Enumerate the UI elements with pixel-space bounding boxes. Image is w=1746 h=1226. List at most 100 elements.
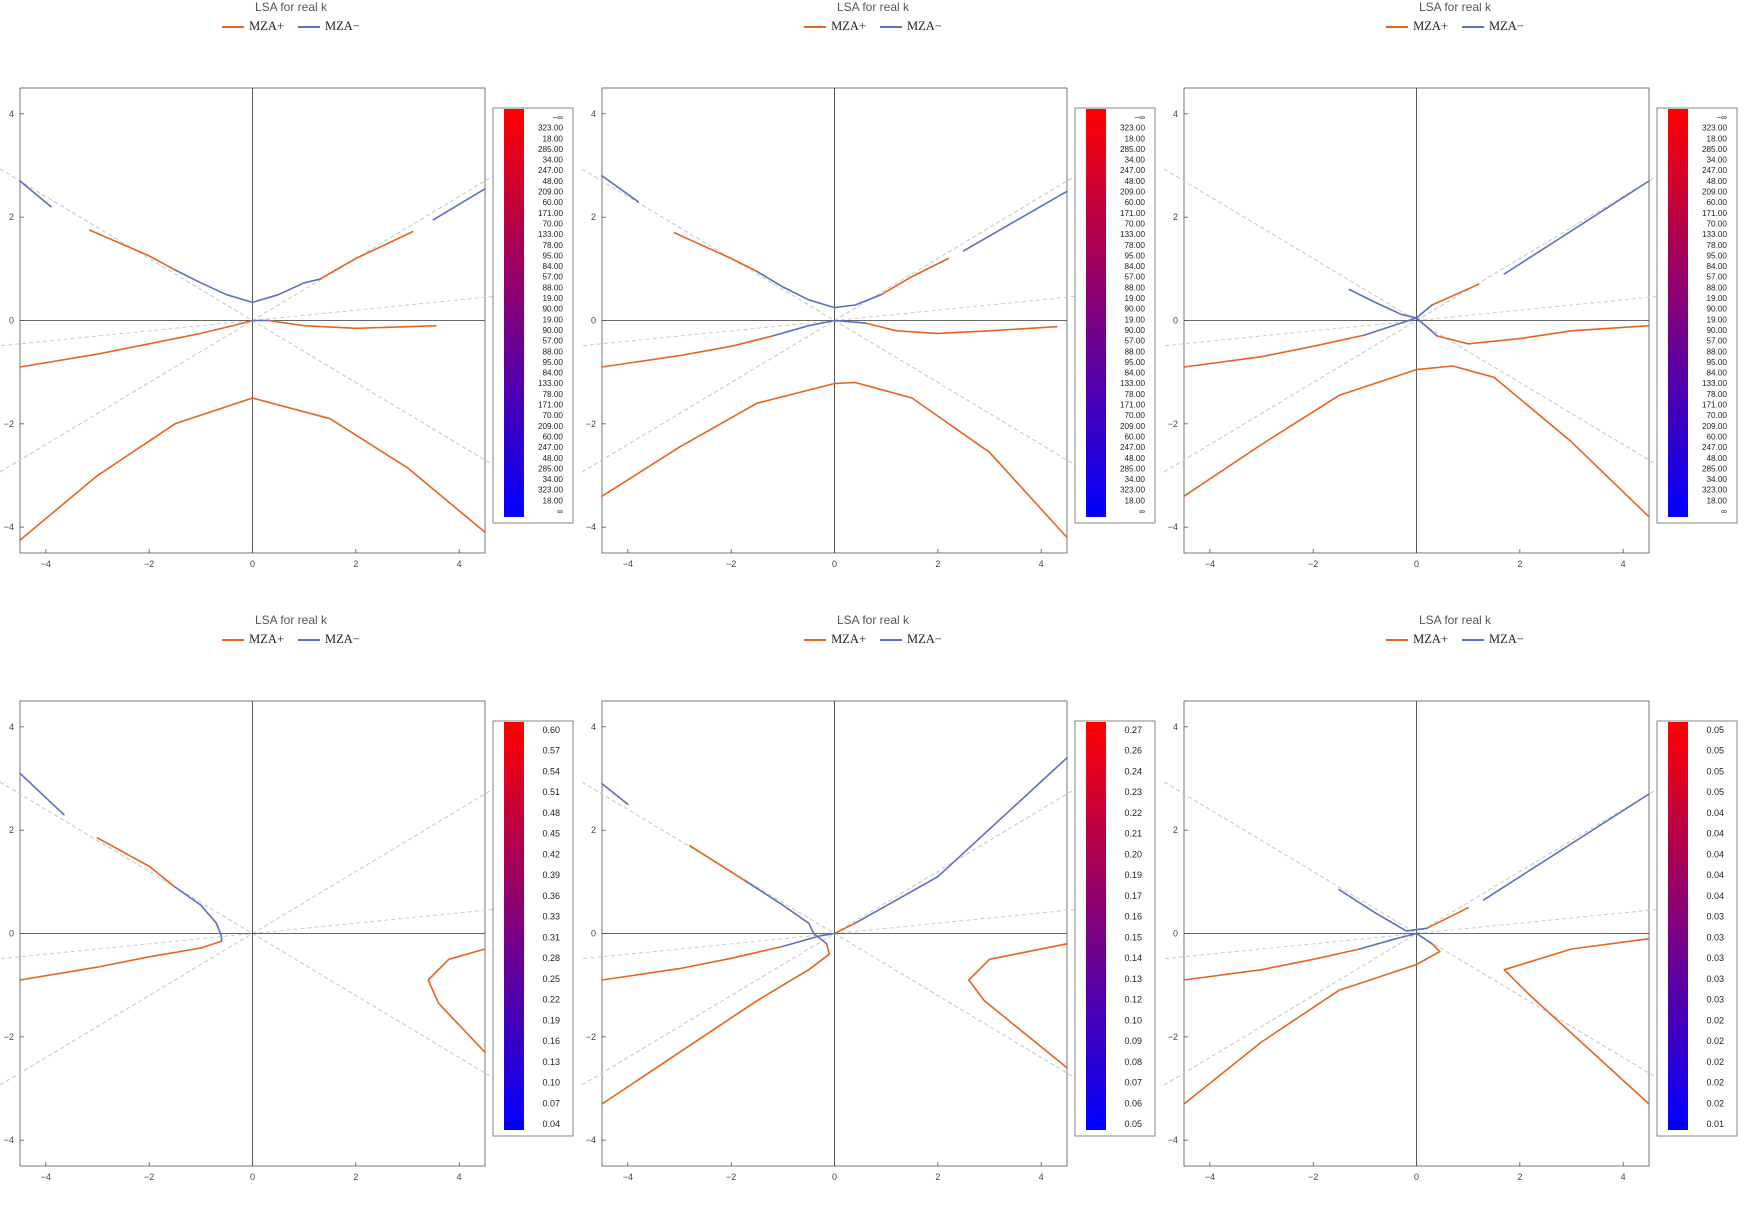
colorbar-tick-label: 247.00 bbox=[1120, 166, 1145, 175]
y-tick-label: 0 bbox=[9, 929, 14, 939]
colorbar-tick-label: 323.00 bbox=[1120, 486, 1145, 495]
colorbar-tick-label: 90.00 bbox=[1125, 305, 1146, 314]
series-line-mza-minus bbox=[174, 886, 223, 943]
series-line-mza-minus bbox=[1338, 888, 1428, 932]
colorbar-tick-label: 209.00 bbox=[1702, 422, 1727, 431]
colorbar-tick-label: 0.24 bbox=[1124, 766, 1142, 776]
series-line-mza-minus bbox=[771, 319, 867, 337]
legend-item: MZA− bbox=[1462, 632, 1524, 647]
legend-swatch bbox=[1462, 25, 1484, 28]
colorbar-tick-label: 34.00 bbox=[543, 156, 564, 165]
colorbar-tick-label: 0.31 bbox=[542, 932, 560, 942]
colorbar-tick-label: 19.00 bbox=[543, 294, 564, 303]
series-line-mza-plus bbox=[833, 922, 856, 935]
legend-label: MZA− bbox=[1489, 19, 1524, 33]
legend-item: MZA+ bbox=[222, 632, 284, 647]
colorbar-tick-label: 0.04 bbox=[1706, 891, 1724, 901]
y-tick-label: 4 bbox=[9, 722, 14, 732]
x-tick-label: −2 bbox=[144, 1172, 154, 1182]
colorbar-tick-label: 84.00 bbox=[543, 262, 564, 271]
series-line-mza-plus bbox=[968, 943, 1068, 1069]
colorbar-tick-label: 0.22 bbox=[542, 995, 560, 1005]
x-tick-label: 0 bbox=[1414, 559, 1419, 569]
legend-item: MZA− bbox=[298, 632, 360, 647]
y-tick-label: −4 bbox=[4, 522, 14, 532]
chart-legend: MZA+ MZA− bbox=[1164, 632, 1746, 647]
colorbar-tick-label: 18.00 bbox=[543, 134, 564, 143]
plot-svg: −4 4 −2 2 0 0 2 −2 4 −4 0.05 0.05 0.05 0.05 0.04 0.04 0.… bbox=[1164, 700, 1738, 1182]
colorbar-tick-label: 48.00 bbox=[543, 177, 564, 186]
colorbar-tick-label: 88.00 bbox=[543, 347, 564, 356]
series-line-mza-plus bbox=[1183, 334, 1366, 368]
chart-panel: LSA for real k MZA+ MZA− −4 4 −2 2 0 0 2 −2 4 −4 −∞ 32… bbox=[0, 0, 582, 613]
y-tick-label: 2 bbox=[591, 825, 596, 835]
colorbar-tick-label: 323.00 bbox=[538, 124, 563, 133]
x-tick-label: −4 bbox=[41, 559, 51, 569]
x-tick-label: 0 bbox=[1414, 1172, 1419, 1182]
chart-panel: LSA for real k MZA+ MZA− −4 4 −2 2 0 0 2 −2 4 −4 0.27… bbox=[582, 613, 1164, 1226]
colorbar-tick-label: 0.05 bbox=[1706, 725, 1724, 735]
legend-label: MZA+ bbox=[249, 632, 284, 646]
colorbar-tick-label: 0.42 bbox=[542, 849, 560, 859]
colorbar-tick-label: 88.00 bbox=[1707, 283, 1728, 292]
x-tick-label: 4 bbox=[457, 559, 462, 569]
colorbar-tick-label: 57.00 bbox=[543, 337, 564, 346]
x-tick-label: 4 bbox=[1039, 1172, 1044, 1182]
chart-panel: LSA for real k MZA+ MZA− −4 4 −2 2 0 0 2 −2 4 −4 0.05… bbox=[1164, 613, 1746, 1226]
colorbar-tick-label: 209.00 bbox=[1702, 188, 1727, 197]
legend-item: MZA+ bbox=[1386, 19, 1448, 34]
series-line-mza-plus bbox=[19, 319, 254, 368]
y-tick-label: 0 bbox=[591, 929, 596, 939]
colorbar-tick-label: 247.00 bbox=[538, 443, 563, 452]
colorbar-tick-label: 18.00 bbox=[543, 496, 564, 505]
colorbar-tick-label: 0.20 bbox=[1124, 849, 1142, 859]
colorbar-tick-label: 0.14 bbox=[1124, 953, 1142, 963]
colorbar-tick-label: 0.09 bbox=[1124, 1036, 1142, 1046]
series-line-mza-minus bbox=[19, 180, 52, 208]
chart-legend: MZA+ MZA− bbox=[582, 19, 1164, 34]
chart-legend: MZA+ MZA− bbox=[0, 632, 582, 647]
plot-svg: −44−22002−24−4−∞323.0018.00285.0034.0024… bbox=[582, 87, 1156, 569]
colorbar-tick-label: 48.00 bbox=[1125, 177, 1146, 186]
colorbar-tick-label: 95.00 bbox=[1125, 358, 1146, 367]
colorbar-tick-label: −∞ bbox=[1716, 113, 1727, 122]
colorbar-tick-label: ∞ bbox=[557, 507, 563, 516]
series-line-mza-minus bbox=[1358, 932, 1433, 950]
y-tick-label: −2 bbox=[1168, 419, 1178, 429]
x-tick-label: −2 bbox=[144, 559, 154, 569]
x-tick-label: 0 bbox=[250, 559, 255, 569]
colorbar-tick-label: 247.00 bbox=[1702, 166, 1727, 175]
colorbar-tick-label: 0.26 bbox=[1124, 746, 1142, 756]
colorbar-tick-label: −∞ bbox=[1134, 113, 1145, 122]
colorbar-tick-label: 171.00 bbox=[1702, 401, 1727, 410]
colorbar-tick-label: 19.00 bbox=[1707, 294, 1728, 303]
series-line-mza-plus bbox=[96, 837, 176, 888]
colorbar-tick-label: 60.00 bbox=[1125, 432, 1146, 441]
x-tick-label: 4 bbox=[1621, 1172, 1626, 1182]
colorbar-tick-label: 0.02 bbox=[1706, 1036, 1724, 1046]
colorbar-gradient bbox=[504, 722, 524, 1130]
y-tick-label: −4 bbox=[586, 1135, 596, 1145]
legend-label: MZA+ bbox=[1413, 632, 1448, 646]
colorbar-tick-label: 0.02 bbox=[1706, 1015, 1724, 1025]
colorbar-tick-label: 0.22 bbox=[1124, 808, 1142, 818]
series-line-mza-minus bbox=[1503, 180, 1650, 275]
colorbar-tick-label: 0.33 bbox=[542, 912, 560, 922]
colorbar-tick-label: 95.00 bbox=[1707, 251, 1728, 260]
colorbar-tick-label: 0.10 bbox=[542, 1078, 560, 1088]
colorbar-tick-label: 285.00 bbox=[538, 464, 563, 473]
colorbar-tick-label: 171.00 bbox=[1702, 209, 1727, 218]
series-line-mza-plus bbox=[880, 257, 949, 296]
y-tick-label: −2 bbox=[586, 419, 596, 429]
colorbar-tick-label: 19.00 bbox=[1125, 315, 1146, 324]
y-tick-label: −2 bbox=[4, 1032, 14, 1042]
colorbar-tick-label: 78.00 bbox=[1707, 241, 1728, 250]
colorbar-tick-label: 34.00 bbox=[543, 475, 564, 484]
legend-label: MZA+ bbox=[831, 19, 866, 33]
colorbar-tick-label: 0.15 bbox=[1124, 932, 1142, 942]
colorbar-tick-label: 18.00 bbox=[1125, 134, 1146, 143]
x-tick-label: 0 bbox=[832, 559, 837, 569]
colorbar-tick-label: 70.00 bbox=[543, 219, 564, 228]
chart-panel: LSA for real k MZA+ MZA− −4 4 −2 2 0 0 2 −2 4 −4 −∞ 32… bbox=[1164, 0, 1746, 613]
